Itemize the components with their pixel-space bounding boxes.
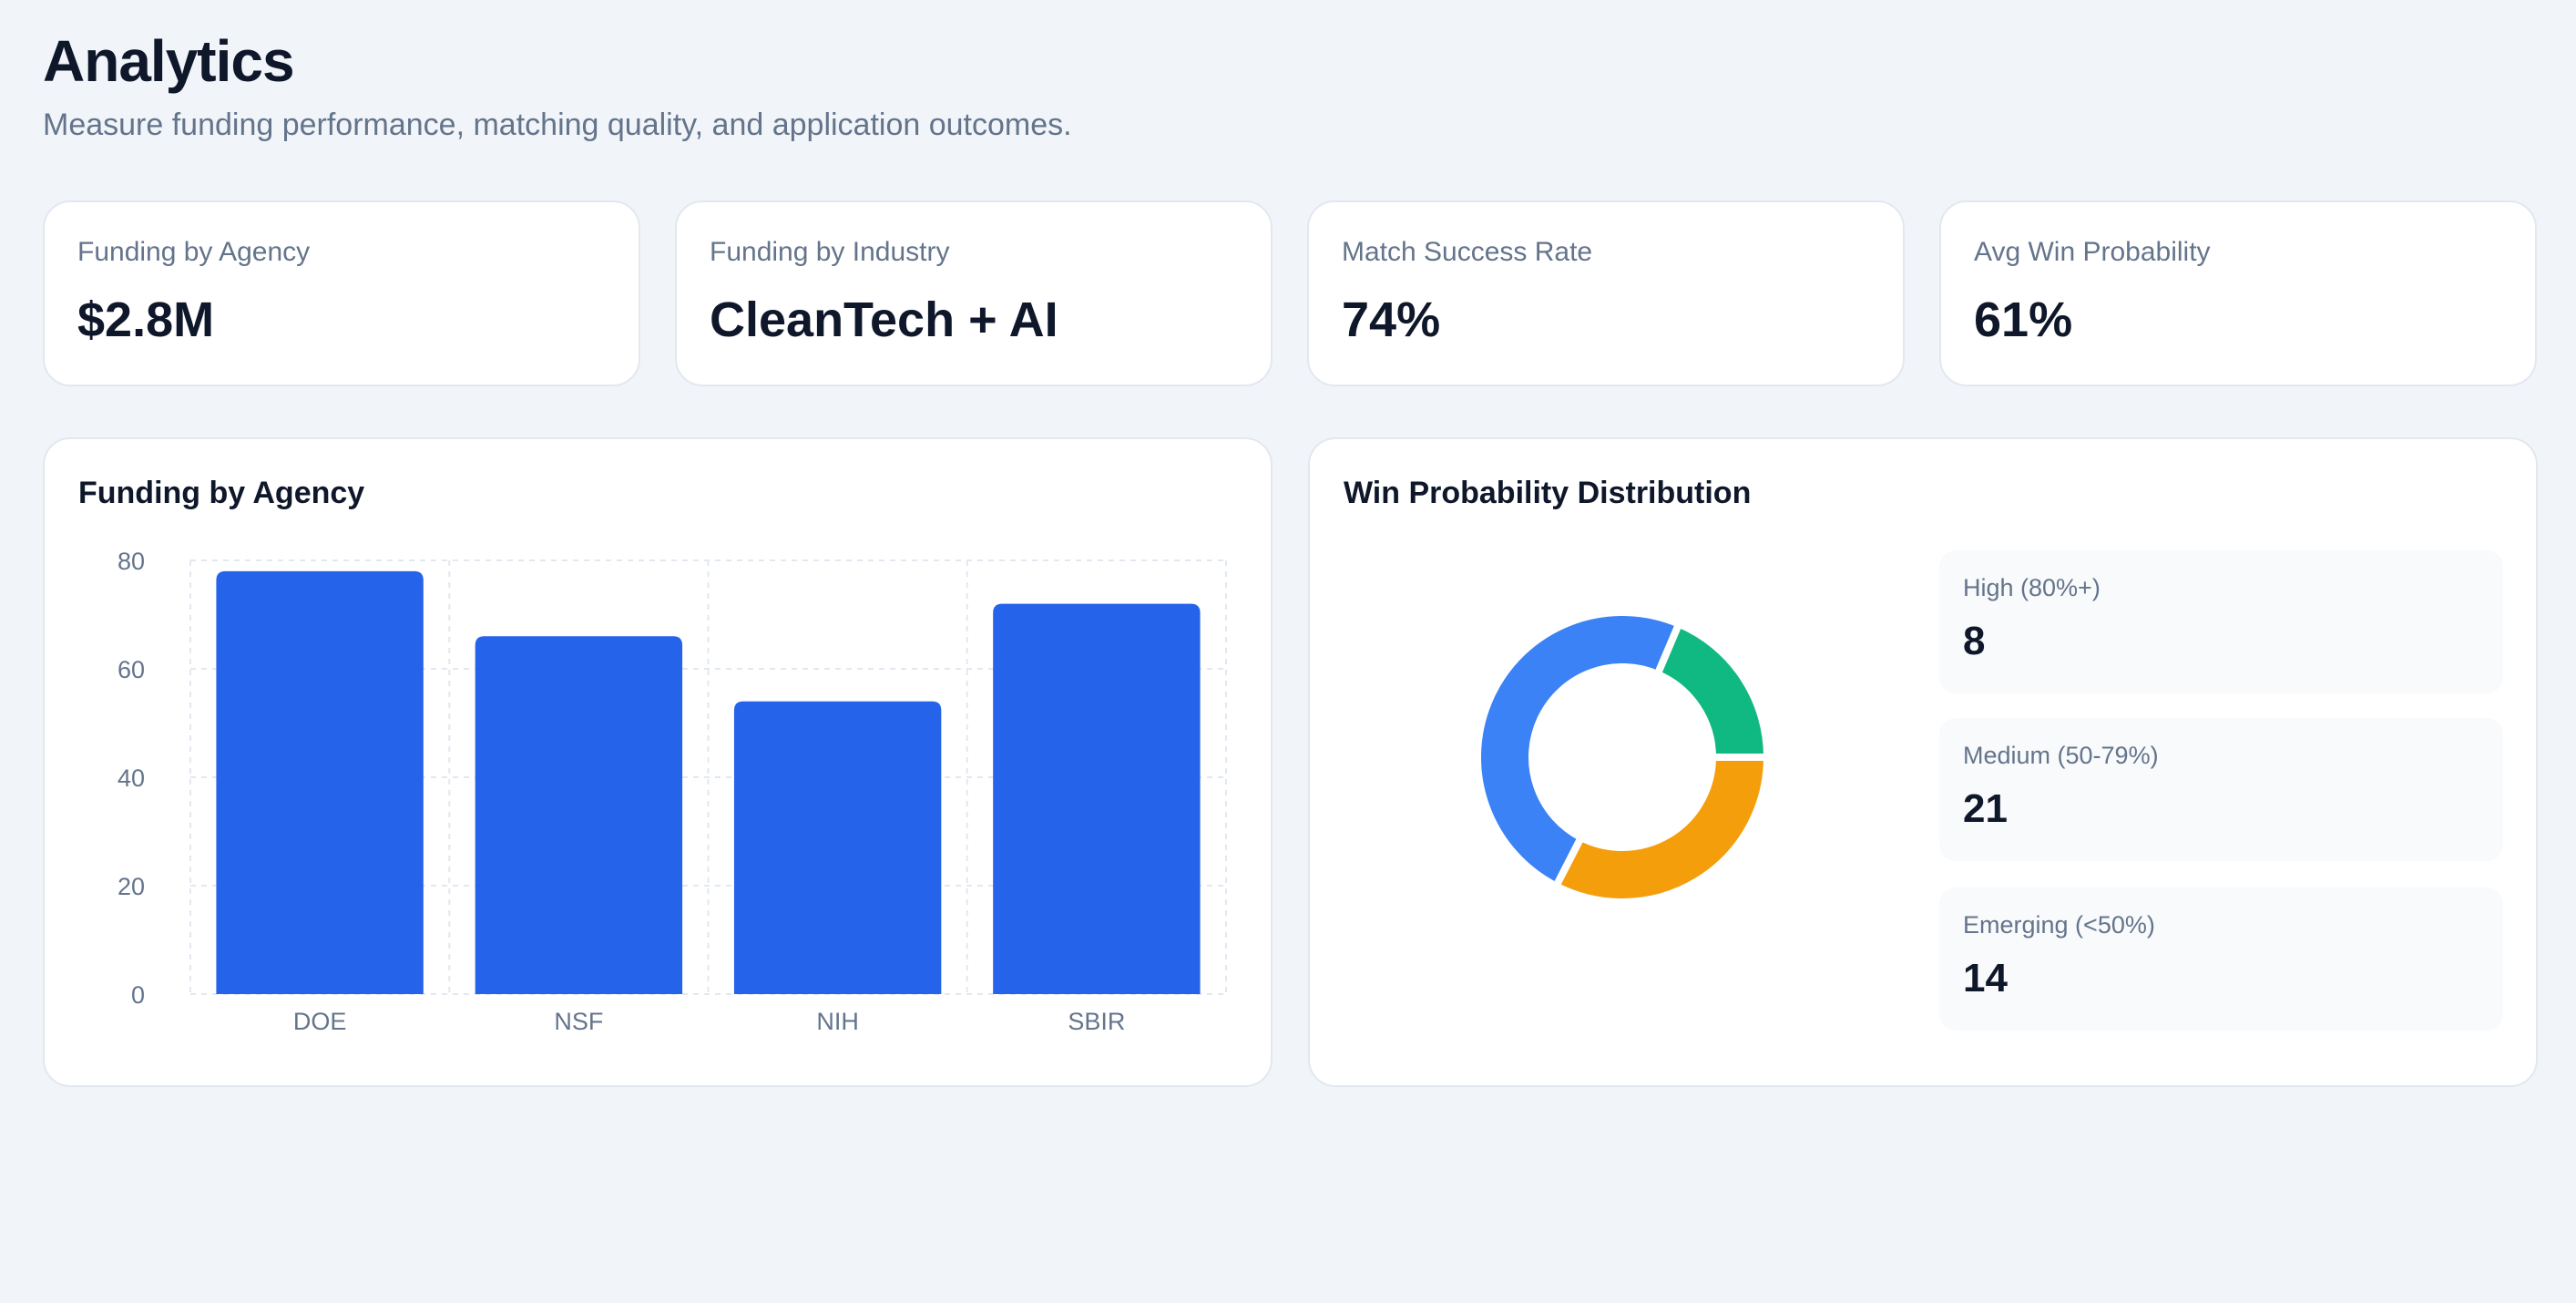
page-subtitle: Measure funding performance, matching qu… <box>43 108 1072 142</box>
bar-nsf <box>475 636 683 994</box>
x-tick-label: DOE <box>293 1008 347 1035</box>
chart-title: Funding by Agency <box>78 476 365 510</box>
stat-label: Match Success Rate <box>1342 237 1593 267</box>
y-tick-label: 40 <box>118 764 145 792</box>
bar-sbir <box>993 603 1201 994</box>
stat-label: Funding by Agency <box>77 237 311 267</box>
legend-emerging: Emerging (<50%) 14 <box>1939 887 2503 1031</box>
legend-value: 8 <box>1963 619 1986 663</box>
stat-value: CleanTech + AI <box>710 292 1058 347</box>
legend-medium: Medium (50-79%) 21 <box>1939 718 2503 861</box>
stat-card-funding-agency: Funding by Agency $2.8M <box>43 200 640 386</box>
y-tick-label: 0 <box>131 981 145 1009</box>
x-tick-label: NSF <box>554 1008 603 1035</box>
page-title: Analytics <box>43 28 295 94</box>
stat-value: 61% <box>1974 292 2073 347</box>
legend-value: 14 <box>1963 956 2008 1000</box>
donut-slice-medium <box>1474 609 1684 891</box>
stat-value: 74% <box>1342 292 1441 347</box>
legend-label: High (80%+) <box>1963 574 2101 601</box>
stat-label: Avg Win Probability <box>1974 237 2211 267</box>
y-tick-label: 60 <box>118 656 145 683</box>
donut-slice-emerging <box>1550 754 1772 906</box>
y-tick-label: 80 <box>118 548 145 575</box>
stat-card-match-success: Match Success Rate 74% <box>1307 200 1905 386</box>
legend-label: Medium (50-79%) <box>1963 742 2159 769</box>
donut-slice-high <box>1652 619 1772 761</box>
legend-high: High (80%+) 8 <box>1939 550 2503 693</box>
bar-doe <box>216 570 424 994</box>
y-tick-label: 20 <box>118 873 145 900</box>
x-tick-label: SBIR <box>1068 1008 1125 1035</box>
stat-value: $2.8M <box>77 292 215 347</box>
stat-card-win-probability: Avg Win Probability 61% <box>1939 200 2537 386</box>
legend-label: Emerging (<50%) <box>1963 911 2155 939</box>
x-tick-label: NIH <box>816 1008 859 1035</box>
stat-card-funding-industry: Funding by Industry CleanTech + AI <box>675 200 1273 386</box>
chart-title: Win Probability Distribution <box>1344 476 1752 510</box>
bar-nih <box>733 701 942 994</box>
donut-chart <box>1474 609 1772 906</box>
legend-value: 21 <box>1963 786 2008 831</box>
stat-label: Funding by Industry <box>710 237 950 267</box>
